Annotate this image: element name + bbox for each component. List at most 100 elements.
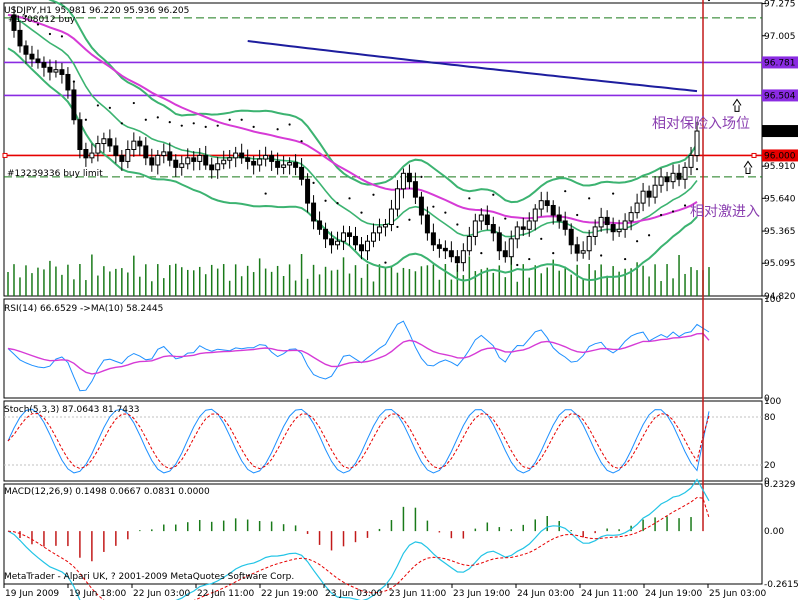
parabolic-sar-dot xyxy=(552,252,555,255)
candle-bear xyxy=(676,172,682,180)
candle-bull xyxy=(155,154,161,166)
candle-bull xyxy=(478,214,484,222)
candle-bear xyxy=(430,232,436,246)
time-tick-label: 19 Jun 18:00 xyxy=(69,589,126,599)
candle-bull xyxy=(287,162,293,166)
candle-bull xyxy=(508,238,514,258)
parabolic-sar-dot xyxy=(444,211,447,214)
candle-bull xyxy=(227,157,233,161)
order-label-1: #1308012 buy xyxy=(8,15,76,25)
parabolic-sar-dot xyxy=(84,118,87,121)
parabolic-sar-dot xyxy=(120,122,123,125)
candle-bull xyxy=(370,232,376,242)
parabolic-sar-dot xyxy=(48,32,52,36)
candle-bull xyxy=(388,208,394,226)
candle-bear xyxy=(275,160,281,168)
candle-bull xyxy=(670,172,676,183)
candle-bear xyxy=(203,154,209,166)
candle-bear xyxy=(41,62,47,68)
candle-bear xyxy=(209,164,215,171)
time-tick-label: 23 Jun 19:00 xyxy=(453,589,510,599)
parabolic-sar-dot xyxy=(516,263,519,267)
moving-average-magenta xyxy=(7,13,698,225)
candle-bear xyxy=(329,238,335,246)
time-tick-label: 25 Jun 03:00 xyxy=(709,589,766,599)
candle-bull xyxy=(263,154,269,160)
candle-bull xyxy=(364,240,370,252)
price-tick-label: 95.095 xyxy=(764,259,796,269)
parabolic-sar-dot xyxy=(540,237,543,240)
annotation-entry-aggressive: 相对激进入 xyxy=(690,203,760,220)
candle-bull xyxy=(197,154,203,162)
candle-bear xyxy=(173,159,179,168)
candle-bear xyxy=(83,149,89,159)
parabolic-sar-dot xyxy=(396,225,399,229)
candle-bull xyxy=(161,151,167,156)
candle-bear xyxy=(484,214,490,226)
parabolic-sar-dot xyxy=(456,223,459,226)
time-tick-label: 19 Jun 2009 xyxy=(5,589,59,599)
candle-bull xyxy=(179,163,185,168)
price-level-tag xyxy=(762,149,798,162)
price-tick-label: 95.365 xyxy=(764,227,796,237)
parabolic-sar-dot xyxy=(492,193,495,196)
candle-bear xyxy=(11,14,17,31)
parabolic-sar-dot xyxy=(264,192,267,195)
parabolic-sar-dot xyxy=(156,116,159,119)
time-tick-label: 22 Jun 03:00 xyxy=(133,589,190,599)
time-tick-label: 24 Jun 03:00 xyxy=(517,589,574,599)
annotation-entry-conservative: 相对保险入场位 xyxy=(652,116,750,132)
parabolic-sar-dot xyxy=(504,217,507,220)
candle-bull xyxy=(394,188,400,210)
parabolic-sar-dot xyxy=(348,197,351,200)
candle-bear xyxy=(520,226,526,230)
price-tick-label: 95.640 xyxy=(764,194,796,204)
candle-bear xyxy=(454,256,460,264)
candle-bear xyxy=(502,250,508,258)
stoch-tick-label: 100 xyxy=(764,397,781,407)
parabolic-sar-dot xyxy=(312,181,315,184)
candle-bull xyxy=(215,163,221,171)
parabolic-sar-dot xyxy=(288,123,291,126)
candle-bull xyxy=(634,202,640,214)
candle-bull xyxy=(95,143,101,154)
candle-bear xyxy=(568,228,574,246)
price-tick-label: 95.910 xyxy=(764,162,796,172)
parabolic-sar-dot xyxy=(432,205,435,208)
candle-bear xyxy=(65,73,71,91)
stoch-tick-label: 20 xyxy=(764,461,776,471)
candle-bear xyxy=(448,250,454,258)
candle-bull xyxy=(335,240,341,246)
candle-bear xyxy=(113,145,119,156)
candle-bear xyxy=(490,224,496,234)
time-tick-label: 24 Jun 11:00 xyxy=(581,589,638,599)
macd-tick-label: 0.2329 xyxy=(764,480,796,490)
candle-bull xyxy=(101,138,107,145)
candle-bear xyxy=(245,157,251,162)
candle-bear xyxy=(347,232,353,237)
parabolic-sar-dot xyxy=(324,199,327,202)
candle-bull xyxy=(131,140,137,150)
parabolic-sar-dot xyxy=(36,23,40,26)
parabolic-sar-dot xyxy=(671,210,675,213)
candle-bear xyxy=(323,228,329,240)
candle-bear xyxy=(353,235,359,246)
parabolic-sar-dot xyxy=(96,104,99,107)
macd-tick-label: 0.00 xyxy=(764,527,784,537)
parabolic-sar-dot xyxy=(420,175,423,178)
candle-bull xyxy=(233,152,239,159)
candle-bear xyxy=(167,151,173,161)
parabolic-sar-dot xyxy=(480,252,483,255)
stoch-tick-label: 0 xyxy=(764,477,770,487)
parabolic-sar-dot xyxy=(612,192,615,195)
parabolic-sar-dot xyxy=(132,101,135,105)
candle-bear xyxy=(412,181,418,198)
candle-bear xyxy=(442,247,448,252)
price-level-tag-label: 96.781 xyxy=(764,58,796,68)
parabolic-sar-dot xyxy=(647,234,651,237)
candle-bear xyxy=(358,244,364,252)
rsi-title: RSI(14) 66.6529 ->MA(10) 58.2445 xyxy=(4,304,163,314)
candle-bear xyxy=(47,66,53,73)
rsi-tick-label: 100 xyxy=(764,295,781,305)
time-tick-label: 22 Jun 11:00 xyxy=(197,589,254,599)
